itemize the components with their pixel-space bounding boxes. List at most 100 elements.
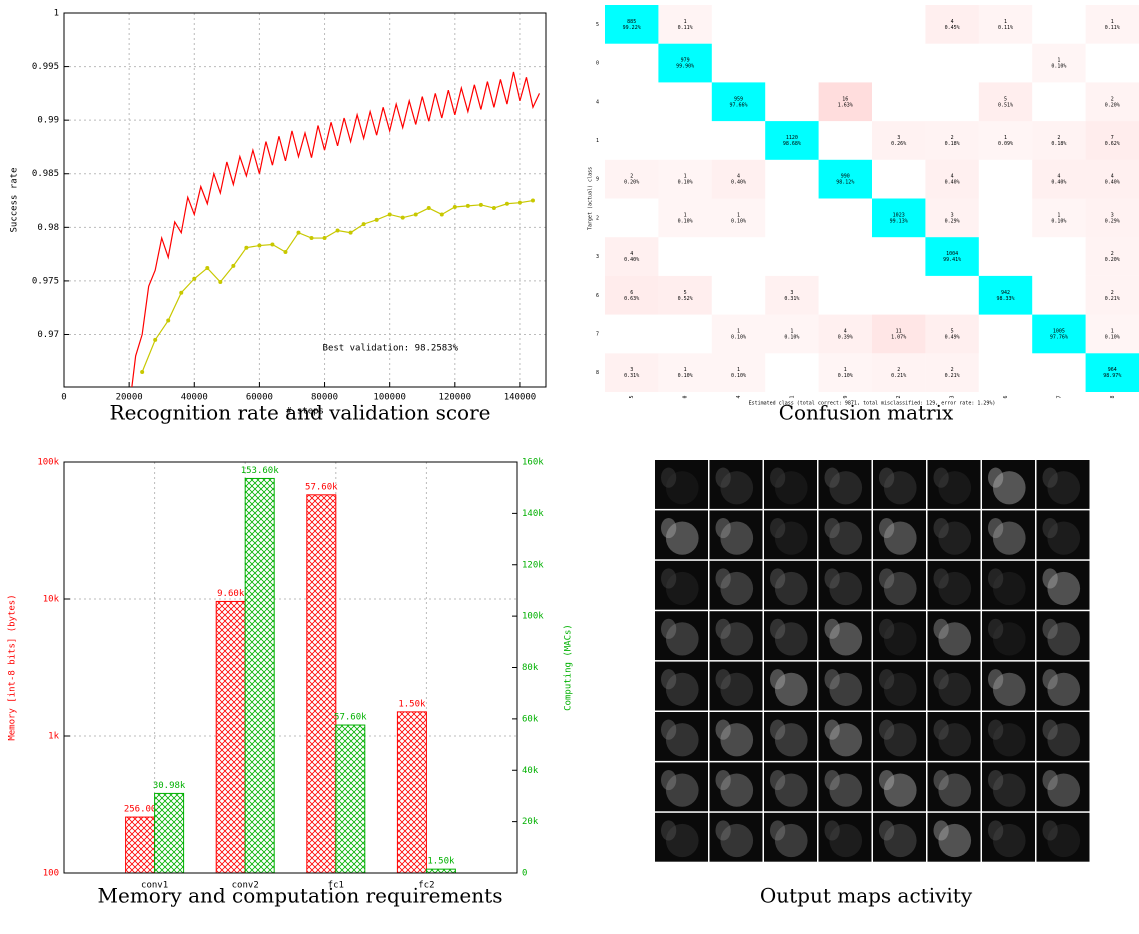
map-blob xyxy=(1042,820,1058,841)
cell-count: 5 xyxy=(684,290,687,296)
map-blob xyxy=(878,719,895,740)
row-label: 0 xyxy=(596,61,599,67)
map-blob xyxy=(1042,517,1058,539)
col-label: 9 xyxy=(843,395,849,398)
map-blob xyxy=(829,723,863,757)
cell xyxy=(872,121,926,160)
map-blob xyxy=(715,618,731,639)
map-blob xyxy=(938,622,972,656)
value-label: 30.98k xyxy=(153,781,186,791)
map-blob xyxy=(883,823,917,858)
bar xyxy=(425,868,456,874)
cell xyxy=(978,275,1033,315)
marker xyxy=(517,200,522,205)
map-blob xyxy=(769,568,786,589)
y2-tick-label: 40k xyxy=(522,766,539,776)
map-blob xyxy=(720,622,754,656)
cell xyxy=(1085,5,1139,44)
cell xyxy=(818,314,872,354)
cell-percent: 0.10% xyxy=(731,218,746,224)
cell-percent: 97.76% xyxy=(1050,334,1068,340)
cell-count: 7 xyxy=(1111,135,1114,141)
cell-count: 2 xyxy=(1057,135,1060,141)
cell xyxy=(711,314,766,354)
y-axis-label: Memory [int-8 bits] (bytes) xyxy=(8,594,18,740)
cell xyxy=(765,275,819,315)
map-blob xyxy=(774,622,808,656)
map-blob xyxy=(660,517,677,539)
map-blob xyxy=(992,823,1026,858)
value-label: 153.60k xyxy=(241,466,280,476)
cell-count: 1 xyxy=(1111,328,1114,334)
cell-count: 2 xyxy=(951,135,954,141)
cell-count: 4 xyxy=(1057,174,1060,180)
row-label: 3 xyxy=(596,254,599,260)
cell-percent: 0.10% xyxy=(678,218,693,224)
cell-percent: 0.11% xyxy=(1105,25,1120,31)
y-tick-label: 0.985 xyxy=(32,169,59,179)
map-blob xyxy=(987,719,1004,740)
cell-percent: 0.40% xyxy=(1051,180,1066,186)
marker xyxy=(374,217,379,222)
map-blob xyxy=(992,723,1026,757)
cell xyxy=(658,159,712,199)
x-tick-label: 140000 xyxy=(504,393,537,403)
cell-count: 2 xyxy=(1111,290,1114,296)
cell xyxy=(925,5,979,44)
cell-count: 3 xyxy=(790,290,793,296)
map-blob xyxy=(987,820,1004,841)
cell xyxy=(1085,237,1139,276)
cell-percent: 0.63% xyxy=(624,296,639,302)
x-tick-label: fc1 xyxy=(328,881,344,891)
cell xyxy=(1085,82,1139,122)
marker xyxy=(452,204,457,209)
map-blob xyxy=(715,669,731,690)
cell xyxy=(925,198,979,238)
cell xyxy=(872,314,926,354)
bar xyxy=(154,792,185,874)
map-blob xyxy=(933,820,949,841)
col-label: 4 xyxy=(736,395,742,398)
marker xyxy=(283,249,288,254)
map-blob xyxy=(883,521,917,555)
map-blob xyxy=(660,669,677,690)
map-blob xyxy=(660,618,677,639)
cell-percent: 0.49% xyxy=(945,334,960,340)
row-label: 6 xyxy=(596,293,599,299)
map-blob xyxy=(715,719,731,740)
map-blob xyxy=(1042,719,1058,740)
cell-percent: 98.68% xyxy=(783,141,801,147)
map-blob xyxy=(769,618,786,639)
marker xyxy=(270,242,275,247)
cell-count: 4 xyxy=(737,174,740,180)
map-blob xyxy=(1047,622,1081,656)
map-blob xyxy=(1042,669,1058,690)
x-tick-label: 80000 xyxy=(311,393,338,403)
value-label: 1.50k xyxy=(427,857,455,867)
marker xyxy=(257,243,262,248)
map-blob xyxy=(774,521,808,555)
cell-percent: 0.11% xyxy=(998,25,1013,31)
cell-percent: 99.90% xyxy=(676,64,694,70)
map-blob xyxy=(829,471,863,505)
map-blob xyxy=(1047,471,1081,505)
caption: Recognition rate and validation score xyxy=(110,401,491,425)
cell-count: 1 xyxy=(737,328,740,334)
map-blob xyxy=(1042,568,1058,589)
map-blob xyxy=(774,571,808,606)
row-label: 1 xyxy=(596,138,599,144)
row-label: 5 xyxy=(596,22,599,28)
cell-count: 5 xyxy=(1004,96,1007,102)
row-label: 9 xyxy=(596,177,599,183)
cell-percent: 0.10% xyxy=(838,373,853,379)
map-blob xyxy=(878,669,895,690)
map-blob xyxy=(933,719,949,740)
cell xyxy=(605,275,659,315)
cell-percent: 0.40% xyxy=(945,180,960,186)
cell xyxy=(711,353,766,392)
plot-area xyxy=(131,71,541,387)
cell xyxy=(711,159,766,199)
marker xyxy=(231,263,236,268)
cell xyxy=(978,5,1033,44)
marker xyxy=(296,230,301,235)
